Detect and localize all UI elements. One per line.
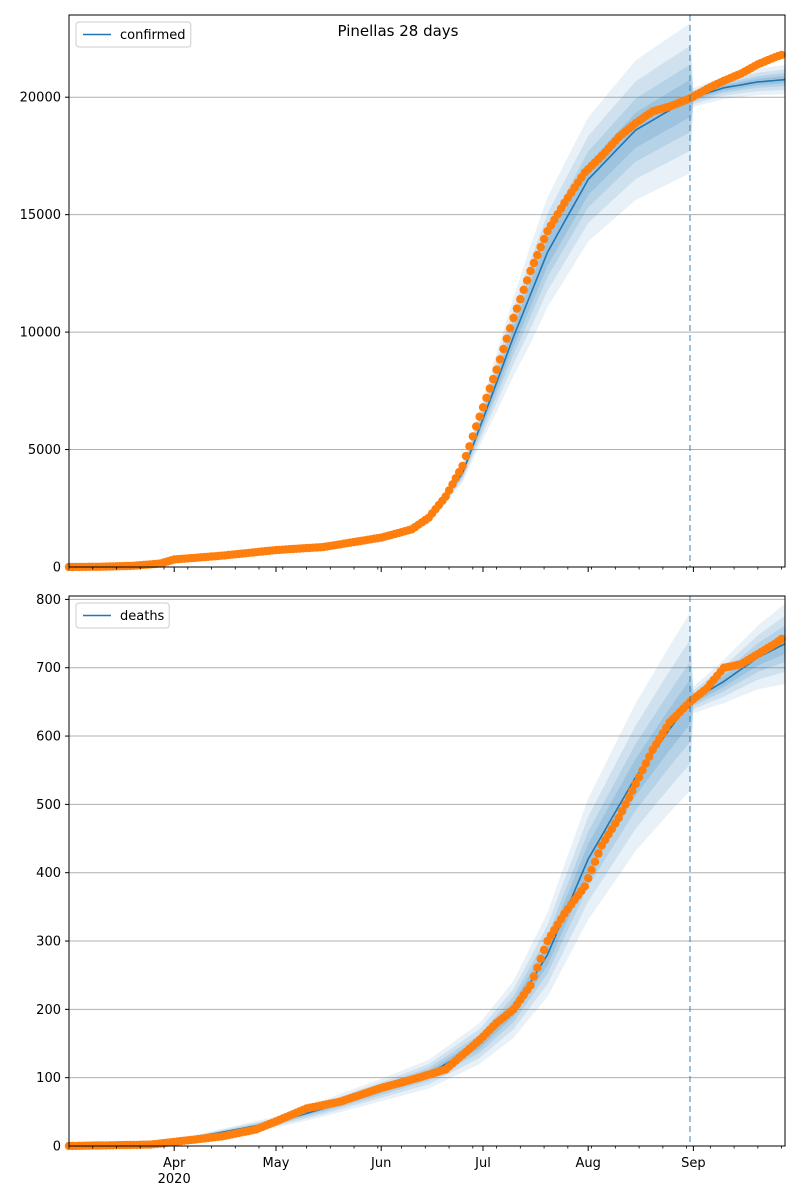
y-tick-label: 15000 [20,208,61,223]
observed-point [539,945,549,955]
observed-point [526,266,535,276]
y-tick-label: 700 [36,661,61,676]
observed-point [475,412,484,421]
uncertainty-band [69,64,785,567]
figure-title: Pinellas 28 days [338,22,459,40]
observed-point [526,981,535,990]
observed-point [519,285,528,294]
observed-point [641,759,651,768]
observed-point [590,857,600,866]
y-tick-label: 20000 [20,91,61,106]
axes-frame [68,595,786,1147]
observed-point [539,234,549,244]
uncertainty-band [69,23,785,567]
observed-point [584,874,593,883]
observed-point [587,865,596,875]
y-tick-label: 10000 [20,326,61,341]
observed-point [533,963,542,972]
x-tick-sublabel: 2020 [158,1172,191,1187]
legend-label: deaths [120,609,165,624]
observed-point [451,474,460,483]
x-tick-label: May [263,1156,290,1171]
observed-point [529,258,539,268]
observed-point [509,313,518,323]
observed-point [624,793,634,802]
uncertainty-band [69,45,785,567]
observed-point [489,374,498,384]
observed-point [482,393,491,403]
observed-point [444,486,454,495]
legend: deaths [75,602,170,629]
x-tick-label: Sep [681,1156,706,1171]
observed-point [478,403,488,412]
x-tick-label: Jul [474,1156,491,1171]
observed-point [533,250,542,260]
observed-point [777,50,786,60]
observed-point [441,492,450,501]
y-tick-label: 100 [36,1071,61,1086]
x-tick-label: Jun [370,1156,391,1171]
observed-point [499,344,508,354]
y-tick-label: 800 [36,593,61,608]
observed-point [472,422,481,431]
observed-point [638,766,647,775]
y-tick-label: 600 [36,730,61,745]
observed-point [621,800,630,809]
observed-point [516,295,525,304]
y-tick-label: 400 [36,866,61,881]
observed-point [505,324,515,333]
confirmed-panel: 0 5000 10000 15000 20000 confirmed [20,14,786,576]
observed-point [634,772,644,782]
observed-point [455,467,464,477]
observed-point [465,442,474,451]
y-tick-label: 0 [53,1140,61,1155]
observed-point [461,451,471,461]
observed-point [580,882,589,891]
observed-point [502,334,511,343]
observed-point [512,304,522,313]
observed-point [631,779,640,789]
observed-point [617,807,627,816]
observed-point [645,752,654,761]
y-tick-label: 0 [53,561,61,576]
axes-frame [68,14,786,568]
y-tick-label: 5000 [28,443,61,458]
y-tick-label: 300 [36,935,61,950]
observed-point [485,384,494,393]
observed-point [614,813,623,823]
observed-point [529,972,539,981]
observed-point [495,355,505,364]
x-tick-label: Aug [575,1156,600,1171]
legend: confirmed [75,21,192,48]
observed-point [536,242,545,252]
observed-point [458,461,467,471]
observed-point [628,786,637,795]
x-tick-label: Apr [163,1156,186,1171]
y-tick-label: 500 [36,798,61,813]
observed-point [777,634,786,644]
observed-point [594,849,603,858]
legend-box [75,602,170,629]
deaths-panel: 0 100 200 300 400 500 600 700 800 deaths [36,593,786,1155]
legend-label: confirmed [120,28,186,43]
observed-point [536,954,545,963]
legend-box [75,21,192,48]
observed-point [492,365,501,374]
observed-point [522,276,532,285]
observed-point [468,432,477,441]
y-tick-label: 200 [36,1003,61,1018]
